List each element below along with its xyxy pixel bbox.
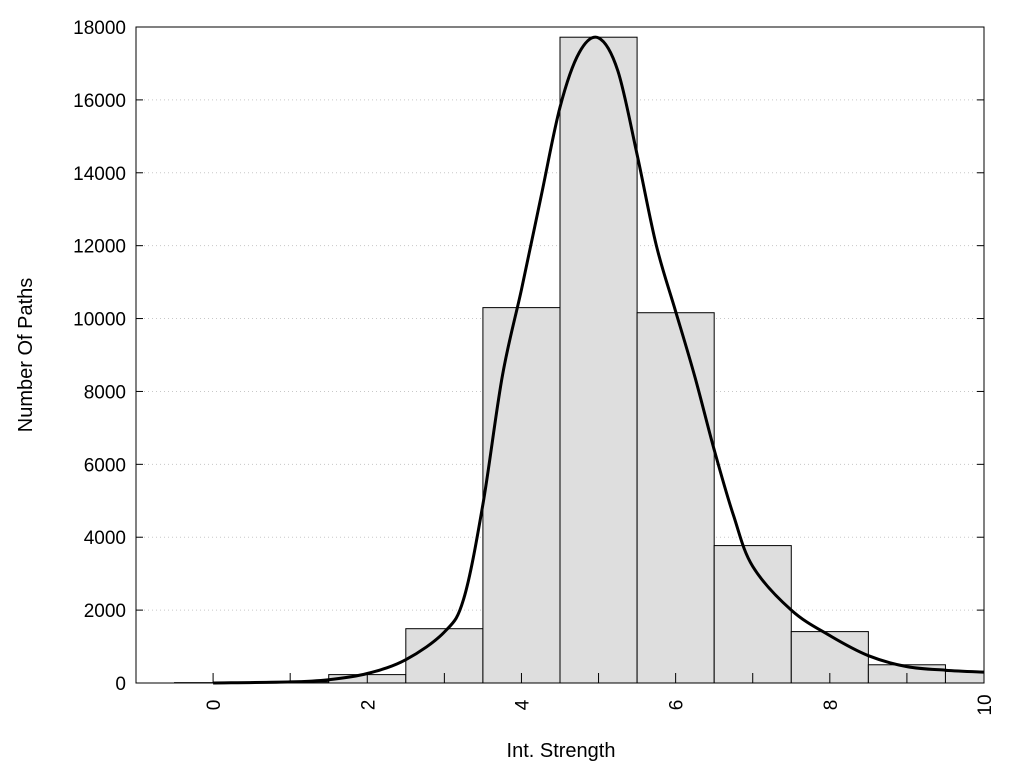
bars xyxy=(174,36,985,684)
x-axis-title: Int. Strength xyxy=(507,740,616,762)
y-axis-title: Number Of Paths xyxy=(15,278,37,433)
plot-frame xyxy=(135,26,985,684)
y-tick-label: 2000 xyxy=(84,601,126,622)
y-tick-label: 12000 xyxy=(73,237,126,258)
y-tick-label: 0 xyxy=(115,674,126,695)
x-tick-label: 0 xyxy=(204,700,225,711)
fit-curve-line xyxy=(213,35,985,685)
bar xyxy=(636,312,715,684)
y-tick-label: 14000 xyxy=(73,164,126,185)
y-tick-label: 18000 xyxy=(73,18,126,39)
y-axis: 0 2000 4000 6000 8000 10000 12000 14000 16000 180… xyxy=(73,18,984,695)
x-tick-label: 2 xyxy=(358,700,379,711)
x-tick-label: 6 xyxy=(667,700,688,711)
bar xyxy=(559,36,638,684)
x-tick-label: 8 xyxy=(821,700,842,711)
bar xyxy=(482,307,561,684)
x-tick-label: 4 xyxy=(512,699,533,710)
fit-curve xyxy=(213,35,985,685)
y-tick-label: 16000 xyxy=(73,91,126,112)
y-tick-label: 6000 xyxy=(84,455,126,476)
x-axis: 0 2 4 6 8 10 xyxy=(204,673,996,716)
y-tick-label: 8000 xyxy=(84,382,126,403)
x-tick-label: 10 xyxy=(975,694,996,715)
y-tick-label: 10000 xyxy=(73,310,126,331)
y-tick-label: 4000 xyxy=(84,528,126,549)
